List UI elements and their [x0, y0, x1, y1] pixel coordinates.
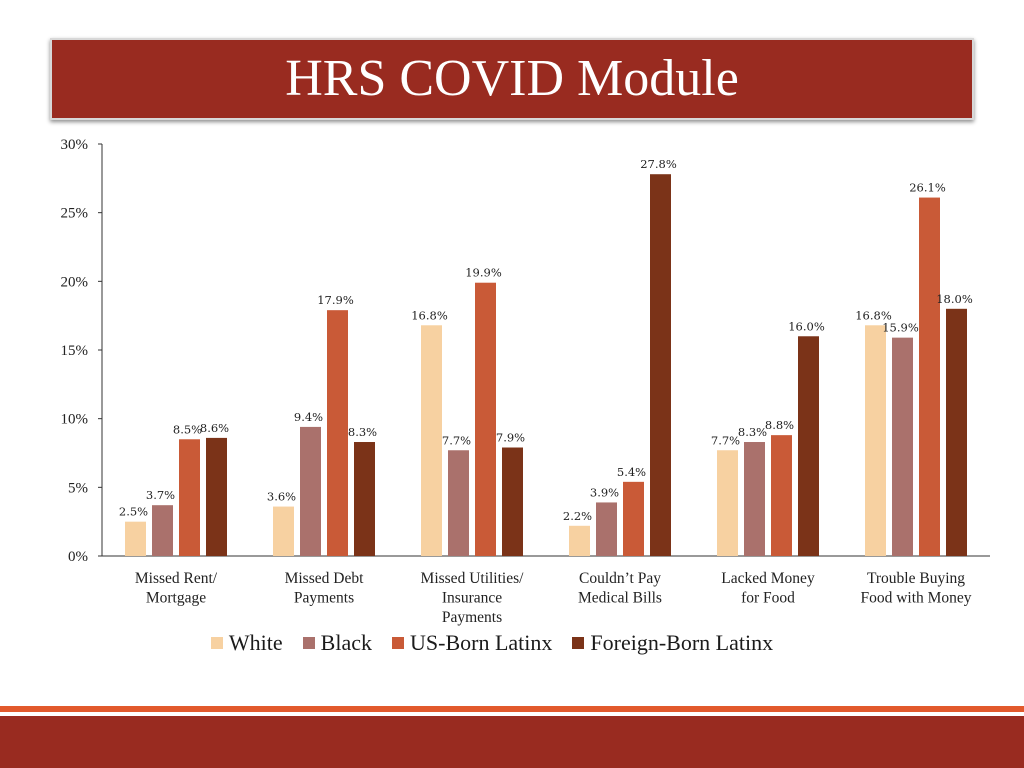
data-label: 2.2% — [563, 509, 592, 523]
category-label: Mortgage — [146, 590, 206, 607]
data-label: 2.5% — [119, 505, 148, 519]
data-label: 9.4% — [294, 410, 323, 424]
bar — [179, 439, 200, 556]
data-label: 7.7% — [711, 433, 740, 447]
legend-swatch — [392, 637, 404, 649]
bar — [771, 435, 792, 556]
bar — [475, 282, 496, 556]
legend-item: US-Born Latinx — [392, 630, 552, 656]
data-label: 8.5% — [173, 422, 202, 436]
category-label: Missed Rent/ — [135, 570, 218, 587]
bar — [596, 502, 617, 556]
y-tick-label: 15% — [61, 343, 89, 359]
legend-label: Black — [320, 630, 372, 655]
data-label: 19.9% — [465, 266, 502, 280]
category-label: Food with Money — [860, 590, 971, 607]
data-label: 17.9% — [317, 293, 354, 307]
bar — [448, 450, 469, 556]
bar — [273, 506, 294, 556]
legend-swatch — [572, 637, 585, 649]
bar — [300, 426, 321, 556]
data-label: 16.0% — [788, 319, 825, 333]
y-tick-label: 20% — [61, 274, 89, 290]
data-label: 15.9% — [882, 321, 919, 335]
bar — [650, 174, 671, 557]
data-label: 16.8% — [855, 308, 892, 322]
category-label: Payments — [294, 590, 354, 607]
legend-swatch — [210, 637, 223, 649]
category-label: Medical Bills — [578, 590, 662, 607]
data-label: 7.9% — [496, 431, 525, 445]
legend-item: Foreign-Born Latinx — [572, 630, 773, 656]
category-label: for Food — [741, 590, 795, 607]
data-label: 7.7% — [442, 433, 471, 447]
footer-accent-stripe — [0, 706, 1024, 712]
y-tick-label: 5% — [68, 480, 88, 496]
data-label: 26.1% — [909, 181, 946, 195]
bar — [125, 521, 146, 556]
bar — [327, 310, 348, 556]
category-label: Missed Utilities/ — [421, 570, 525, 587]
data-label: 5.4% — [617, 465, 646, 479]
category-label: Payments — [442, 609, 502, 626]
category-label: Missed Debt — [285, 570, 364, 587]
bar — [623, 481, 644, 556]
bar — [206, 437, 227, 556]
legend-item: White — [210, 630, 283, 656]
category-label: Insurance — [442, 590, 502, 607]
legend-label: Foreign-Born Latinx — [590, 630, 774, 655]
data-label: 3.9% — [590, 485, 619, 499]
bar — [569, 525, 590, 556]
data-label: 8.8% — [765, 418, 794, 432]
bar — [502, 447, 523, 556]
category-label: Couldn’t Pay — [579, 570, 661, 587]
legend-label: US-Born Latinx — [410, 630, 553, 655]
data-label: 18.0% — [936, 292, 973, 306]
bar — [919, 197, 940, 556]
footer-band — [0, 716, 1024, 768]
chart-legend: White Black US-Born Latinx Foreign-Born Lat… — [0, 628, 1024, 658]
y-tick-label: 30% — [61, 137, 89, 153]
category-label: Trouble Buying — [867, 570, 965, 587]
bar — [152, 505, 173, 556]
data-label: 8.6% — [200, 421, 229, 435]
title-banner: HRS COVID Module — [50, 38, 974, 120]
bar — [421, 325, 442, 556]
bar — [865, 325, 886, 556]
slide-title: HRS COVID Module — [285, 50, 739, 107]
y-tick-label: 25% — [61, 206, 89, 222]
data-label: 8.3% — [348, 425, 377, 439]
data-label: 16.8% — [411, 308, 448, 322]
bar-chart: 0% 5% 10% 15% 20% 25% 30% 2.5% 3.7% 8.5%8.6% Misse… — [61, 137, 990, 626]
data-label: 8.3% — [738, 425, 767, 439]
bar — [946, 308, 967, 556]
bar — [892, 337, 913, 556]
bar — [354, 442, 375, 556]
bar — [717, 450, 738, 556]
y-tick-label: 10% — [61, 412, 89, 428]
bar — [798, 336, 819, 556]
bar — [744, 442, 765, 556]
data-label: 3.6% — [267, 490, 296, 504]
category-label: Lacked Money — [721, 570, 815, 587]
legend-swatch — [302, 637, 315, 649]
data-label: 3.7% — [146, 488, 175, 502]
data-label: 27.8% — [640, 157, 677, 171]
legend-label: White — [228, 630, 283, 655]
y-tick-label: 0% — [68, 549, 88, 565]
legend-item: Black — [302, 630, 372, 656]
